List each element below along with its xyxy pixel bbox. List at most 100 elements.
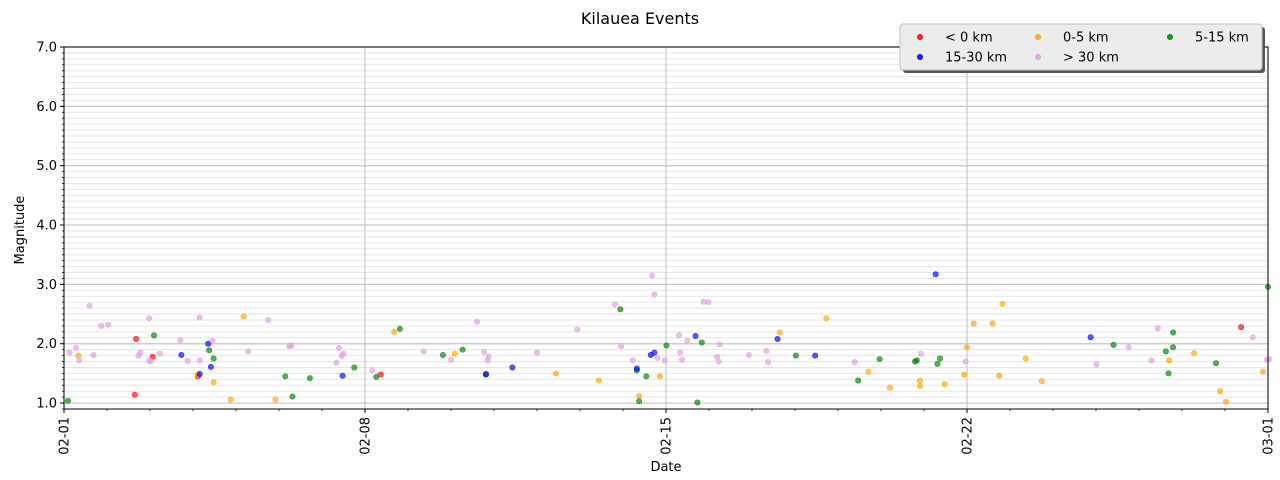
y-tick-label: 7.0 <box>36 41 57 56</box>
data-point <box>698 339 705 346</box>
data-point <box>633 365 640 372</box>
data-point <box>333 359 340 366</box>
data-point <box>65 397 72 404</box>
data-point <box>439 351 446 358</box>
data-point <box>716 341 723 348</box>
data-point <box>932 271 939 278</box>
data-point <box>1110 341 1117 348</box>
data-point <box>636 392 643 399</box>
data-point <box>1022 355 1029 362</box>
data-points <box>65 271 1273 406</box>
data-point <box>618 343 625 350</box>
legend-label: 5-15 km <box>1195 31 1249 46</box>
data-point <box>1154 325 1161 332</box>
y-tick-label: 4.0 <box>36 219 57 234</box>
data-point <box>679 356 686 363</box>
data-point <box>509 364 516 371</box>
data-point <box>396 325 403 332</box>
data-point <box>970 320 977 327</box>
data-point <box>137 349 144 356</box>
data-point <box>651 291 658 298</box>
data-point <box>675 332 682 339</box>
data-point <box>178 351 185 358</box>
data-point <box>774 335 781 342</box>
series-4 <box>66 272 1273 374</box>
data-point <box>1162 348 1169 355</box>
data-point <box>1170 344 1177 351</box>
chart-title: Kilauea Events <box>581 9 699 28</box>
data-point <box>227 396 234 403</box>
data-point <box>336 344 343 351</box>
data-point <box>177 337 184 344</box>
data-point <box>105 321 112 328</box>
x-tick-label: 02-22 <box>961 417 976 455</box>
data-point <box>694 399 701 406</box>
data-point <box>1238 324 1245 331</box>
legend: < 0 km 0-5 km 5-15 km 15-30 km > 30 km <box>899 23 1265 73</box>
series-0 <box>131 324 1245 398</box>
series-2 <box>65 283 1272 406</box>
data-point <box>288 342 295 349</box>
data-point <box>663 342 670 349</box>
data-point <box>876 356 883 363</box>
data-point <box>962 358 969 365</box>
y-tick-label: 1.0 <box>36 397 57 412</box>
data-point <box>265 316 272 323</box>
data-point <box>996 372 1003 379</box>
data-point <box>133 335 140 342</box>
series-3 <box>178 271 1094 379</box>
data-point <box>73 344 80 351</box>
data-point <box>916 382 923 389</box>
data-point <box>776 329 783 336</box>
data-point <box>574 326 581 333</box>
data-point <box>272 396 279 403</box>
data-point <box>656 373 663 380</box>
legend-marker <box>916 33 923 40</box>
data-point <box>210 379 217 386</box>
data-point <box>205 340 212 347</box>
data-point <box>420 348 427 355</box>
data-point <box>196 357 203 364</box>
y-tick-label: 3.0 <box>36 278 57 293</box>
data-point <box>533 349 540 356</box>
data-point <box>447 356 454 363</box>
data-point <box>184 357 191 364</box>
x-tick-label: 02-01 <box>58 417 73 455</box>
data-point <box>391 328 398 335</box>
x-axis-label: Date <box>650 460 681 475</box>
data-point <box>1222 398 1229 405</box>
data-point <box>90 351 97 358</box>
data-point <box>705 299 712 306</box>
legend-marker <box>916 53 923 60</box>
x-tick-label: 02-08 <box>359 417 374 455</box>
data-point <box>98 322 105 329</box>
data-point <box>210 355 217 362</box>
data-point <box>629 357 636 364</box>
data-point <box>146 315 153 322</box>
data-point <box>684 337 691 344</box>
legend-label: < 0 km <box>945 31 993 46</box>
data-point <box>86 302 93 309</box>
data-point <box>1170 329 1177 336</box>
data-point <box>196 314 203 321</box>
data-point <box>240 313 247 320</box>
data-point <box>66 349 73 356</box>
data-point <box>245 348 252 355</box>
data-point <box>340 350 347 357</box>
data-point <box>611 301 618 308</box>
data-point <box>1166 357 1173 364</box>
data-point <box>552 370 559 377</box>
data-point <box>481 349 488 356</box>
data-point <box>306 375 313 382</box>
data-point <box>865 368 872 375</box>
data-point <box>643 373 650 380</box>
data-point <box>917 350 924 357</box>
data-point <box>369 367 376 374</box>
data-point <box>1125 344 1132 351</box>
data-point <box>1165 370 1172 377</box>
data-point <box>1249 334 1256 341</box>
plot-frame <box>63 46 1269 410</box>
data-point <box>1093 361 1100 368</box>
data-point <box>999 300 1006 307</box>
